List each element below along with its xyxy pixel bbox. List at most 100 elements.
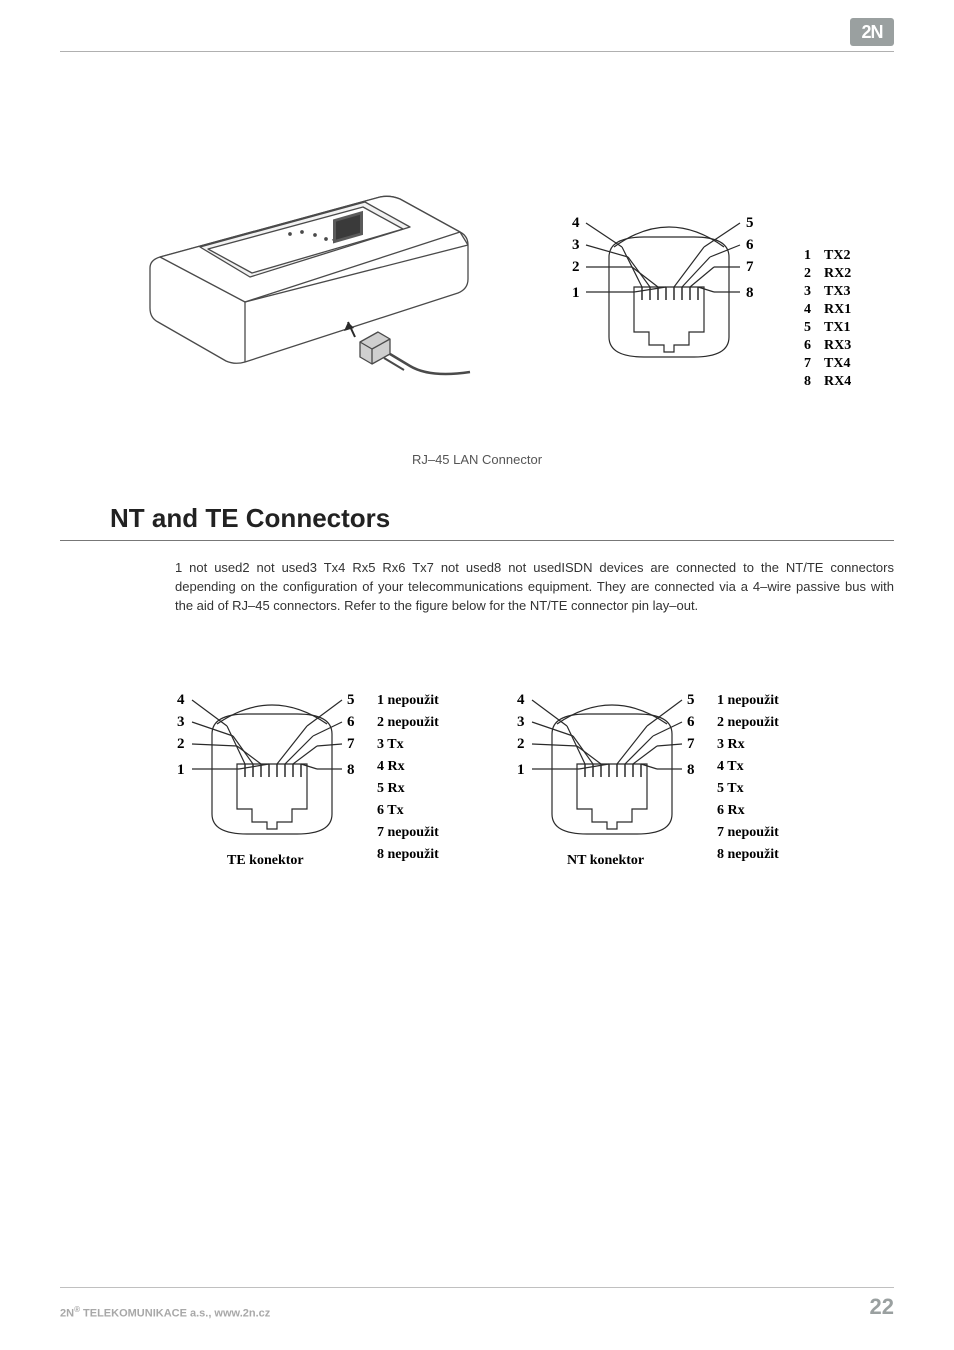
svg-text:8 nepoužit: 8 nepoužit [377, 847, 439, 862]
svg-text:6 Tx: 6 Tx [377, 803, 404, 818]
pin-row: 4 [717, 759, 724, 774]
pin-label: 3 [572, 237, 580, 253]
pin-row: nepoužit [728, 693, 780, 708]
svg-text:3: 3 [804, 284, 811, 299]
diagram-label: NT konektor [567, 853, 644, 868]
svg-text:5 Tx: 5 Tx [717, 781, 744, 796]
pin-row: RX4 [824, 374, 851, 389]
pin-row: 8 [804, 374, 811, 389]
svg-text:3 Rx: 3 Rx [717, 737, 745, 752]
svg-text:2 nepoužit: 2 nepoužit [377, 715, 439, 730]
figure-device-and-connector: 4 3 2 1 5 6 7 8 1TX2 2RX2 3TX3 4RX1 5TX1… [60, 137, 894, 467]
pin-label: 7 [347, 736, 355, 752]
pin-row: Rx [728, 737, 745, 752]
svg-text:7 nepoužit: 7 nepoužit [377, 825, 439, 840]
pin-row: nepoužit [388, 693, 440, 708]
svg-text:3 Tx: 3 Tx [377, 737, 404, 752]
pin-row: 6 [717, 803, 724, 818]
pin-row: Tx [727, 759, 743, 774]
pin-row: nepoužit [388, 825, 440, 840]
pin-label: 1 [177, 762, 185, 778]
pin-row: 1 [377, 693, 384, 708]
svg-text:7: 7 [804, 356, 811, 371]
pin-row: Tx [387, 737, 403, 752]
pin-row: 2 [804, 266, 811, 281]
svg-text:2 nepoužit: 2 nepoužit [717, 715, 779, 730]
pin-label: 4 [572, 215, 580, 231]
svg-text:6: 6 [804, 338, 811, 353]
pin-row: 3 [717, 737, 724, 752]
pin-row: 1 [804, 248, 811, 263]
pin-label: 8 [347, 762, 355, 778]
pin-row: 7 [804, 356, 811, 371]
pin-row: nepoužit [728, 847, 780, 862]
pin-label: 1 [517, 762, 525, 778]
section-heading: NT and TE Connectors [60, 503, 894, 541]
pin-row: nepoužit [728, 715, 780, 730]
pin-row: 6 [377, 803, 384, 818]
svg-text:6 Rx: 6 Rx [717, 803, 745, 818]
pin-label: 2 [572, 259, 580, 275]
pin-row: Tx [727, 781, 743, 796]
pin-row: TX4 [824, 356, 850, 371]
pin-row: 6 [804, 338, 811, 353]
pin-label: 7 [746, 259, 754, 275]
pin-label: 2 [517, 736, 525, 752]
svg-text:1 nepoužit: 1 nepoužit [717, 693, 779, 708]
pin-row: Rx [388, 781, 405, 796]
pin-row: 4 [804, 302, 811, 317]
pin-label: 4 [177, 692, 185, 708]
footer-rest: TELEKOMUNIKACE a.s., www.2n.cz [80, 1308, 270, 1320]
svg-text:8: 8 [804, 374, 811, 389]
svg-text:5: 5 [804, 320, 811, 335]
nt-te-connectors-figure: 4 3 2 1 5 6 7 8 TE konektor 1 nepoužit 2… [60, 664, 894, 894]
pin-row: 7 [717, 825, 724, 840]
pin-row: Tx [387, 803, 403, 818]
brand-logo: 2N [850, 18, 894, 46]
svg-text:5 Rx: 5 Rx [377, 781, 405, 796]
page-number: 22 [870, 1294, 894, 1320]
pin-row: 3 [804, 284, 811, 299]
footer-brand: 2N [60, 1308, 74, 1320]
svg-text:4 Tx: 4 Tx [717, 759, 744, 774]
pin-label: 6 [746, 237, 754, 253]
pin-row: 1 [717, 693, 724, 708]
pin-row: 4 [377, 759, 384, 774]
pin-row: 8 [717, 847, 724, 862]
pin-row: Rx [388, 759, 405, 774]
pin-label: 6 [687, 714, 695, 730]
pin-label: 2 [177, 736, 185, 752]
pin-row: nepoužit [728, 825, 780, 840]
te-connector-diagram: 4 3 2 1 5 6 7 8 TE konektor 1 nepoužit 2… [157, 664, 457, 894]
rj45-pinout-diagram: 4 3 2 1 5 6 7 8 1TX2 2RX2 3TX3 4RX1 5TX1… [514, 187, 874, 417]
figure-caption: RJ–45 LAN Connector [60, 452, 894, 467]
pin-label: 5 [687, 692, 695, 708]
svg-text:1: 1 [804, 248, 811, 263]
pin-label: 3 [517, 714, 525, 730]
pin-row: 8 [377, 847, 384, 862]
pin-row: TX1 [824, 320, 850, 335]
svg-text:1 nepoužit: 1 nepoužit [377, 693, 439, 708]
pin-row: 2 [377, 715, 384, 730]
body-paragraph: 1 not used2 not used3 Tx4 Rx5 Rx6 Tx7 no… [60, 559, 894, 616]
device-drawing [80, 137, 510, 417]
pin-label: 1 [572, 285, 580, 301]
header-rule [60, 30, 894, 52]
pin-label: 7 [687, 736, 695, 752]
pin-row: RX1 [824, 302, 851, 317]
pin-label: 8 [687, 762, 695, 778]
pin-row: nepoužit [388, 847, 440, 862]
diagram-label: TE konektor [227, 853, 304, 868]
pin-row: Rx [728, 803, 745, 818]
pin-row: TX3 [824, 284, 850, 299]
logo-text: 2N [861, 22, 882, 42]
svg-text:8 nepoužit: 8 nepoužit [717, 847, 779, 862]
pin-row: 2 [717, 715, 724, 730]
pin-label: 4 [517, 692, 525, 708]
pin-row: TX2 [824, 248, 850, 263]
page-footer: 2N® TELEKOMUNIKACE a.s., www.2n.cz 22 [60, 1287, 894, 1320]
pin-label: 3 [177, 714, 185, 730]
pin-label: 6 [347, 714, 355, 730]
pin-label: 5 [746, 215, 754, 231]
pin-row: 3 [377, 737, 384, 752]
